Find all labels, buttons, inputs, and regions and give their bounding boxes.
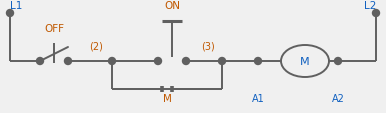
Text: (2): (2) xyxy=(89,42,103,52)
Text: L2: L2 xyxy=(364,1,376,11)
Text: (3): (3) xyxy=(201,42,215,52)
Circle shape xyxy=(335,58,342,65)
Text: A2: A2 xyxy=(332,93,344,103)
Circle shape xyxy=(218,58,225,65)
Text: M: M xyxy=(300,56,310,66)
Circle shape xyxy=(154,58,161,65)
Circle shape xyxy=(108,58,115,65)
Text: OFF: OFF xyxy=(44,24,64,34)
Circle shape xyxy=(372,10,379,17)
Text: M: M xyxy=(163,93,171,103)
Text: L1: L1 xyxy=(10,1,22,11)
Circle shape xyxy=(37,58,44,65)
Circle shape xyxy=(64,58,71,65)
Text: ON: ON xyxy=(164,1,180,11)
Circle shape xyxy=(254,58,261,65)
Text: A1: A1 xyxy=(252,93,264,103)
Circle shape xyxy=(7,10,14,17)
Circle shape xyxy=(183,58,190,65)
